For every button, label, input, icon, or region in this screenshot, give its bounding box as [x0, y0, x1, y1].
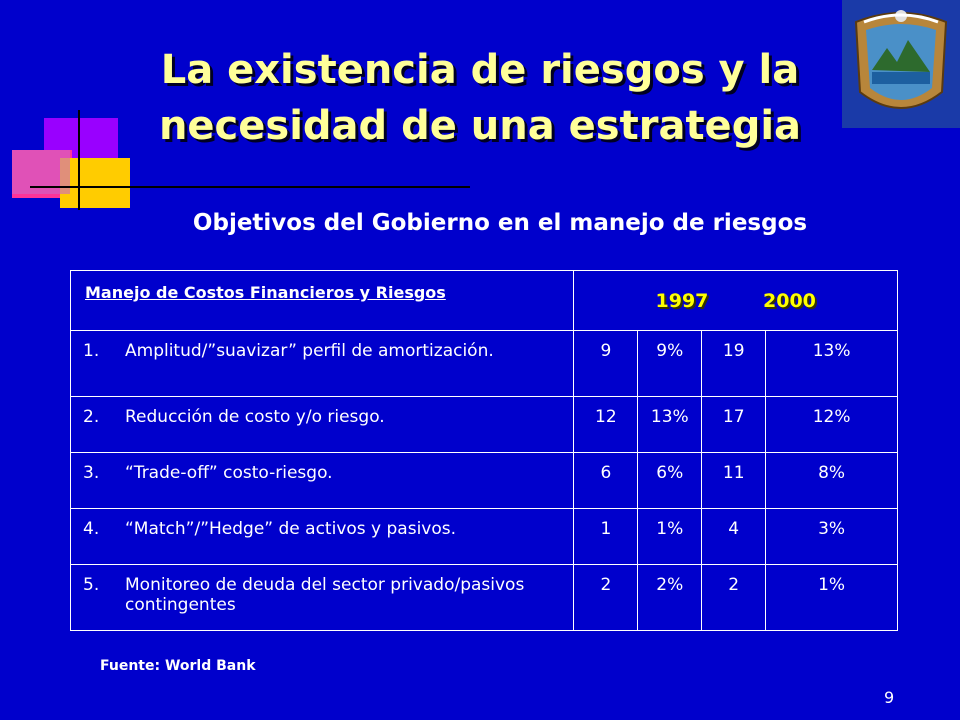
- table-header-years: 1997 2000: [573, 270, 898, 331]
- table-header-label: Manejo de Costos Financieros y Riesgos: [69, 270, 575, 331]
- cell-2000-pct: 8%: [765, 452, 898, 509]
- row-label: “Match”/”Hedge” de activos y pasivos.: [125, 519, 457, 539]
- year-1997: 1997: [655, 289, 709, 312]
- row-number: 5.: [83, 575, 100, 595]
- cell-1997-count: 2: [573, 564, 639, 631]
- table-row: 3. “Trade-off” costo-riesgo. 6 6% 11 8%: [69, 452, 898, 509]
- page-number: 9: [884, 688, 895, 707]
- row-label: “Trade-off” costo-riesgo.: [125, 463, 333, 483]
- row-label: Monitoreo de deuda del sector privado/pa…: [125, 575, 525, 615]
- decor-square-yellow: [60, 158, 130, 208]
- table-row: 1. Amplitud/”suavizar” perfil de amortiza…: [69, 330, 898, 397]
- coat-of-arms-icon: [842, 0, 960, 128]
- title-line-2: necesidad de una estrategia: [158, 103, 802, 149]
- table-header-row: Manejo de Costos Financieros y Riesgos 1…: [69, 270, 898, 331]
- row-label: Reducción de costo y/o riesgo.: [125, 407, 385, 427]
- cell-2000-count: 11: [701, 452, 767, 509]
- row-number: 4.: [83, 519, 100, 539]
- cell-1997-count: 9: [573, 330, 639, 397]
- row-number: 2.: [83, 407, 100, 427]
- cell-2000-pct: 3%: [765, 508, 898, 565]
- cell-1997-count: 12: [573, 396, 639, 453]
- table-row: 2. Reducción de costo y/o riesgo. 12 13% …: [69, 396, 898, 453]
- cell-2000-count: 2: [701, 564, 767, 631]
- cell-1997-pct: 6%: [637, 452, 703, 509]
- table-row: 5. Monitoreo de deuda del sector privado/…: [69, 564, 898, 631]
- title-line-1: La existencia de riesgos y la: [160, 47, 800, 93]
- slide-title: La existencia de riesgos y la necesidad …: [120, 42, 840, 154]
- cell-1997-pct: 1%: [637, 508, 703, 565]
- cell-1997-pct: 13%: [637, 396, 703, 453]
- table-row: 4. “Match”/”Hedge” de activos y pasivos. …: [69, 508, 898, 565]
- decor-line-horizontal: [30, 186, 470, 188]
- cell-1997-count: 1: [573, 508, 639, 565]
- row-label: Amplitud/”suavizar” perfil de amortizaci…: [125, 341, 494, 361]
- cell-2000-pct: 1%: [765, 564, 898, 631]
- slide-subtitle: Objetivos del Gobierno en el manejo de r…: [192, 210, 808, 236]
- decor-line-vertical: [78, 110, 80, 210]
- cell-2000-pct: 12%: [765, 396, 898, 453]
- cell-2000-count: 17: [701, 396, 767, 453]
- cell-1997-pct: 2%: [637, 564, 703, 631]
- cell-1997-pct: 9%: [637, 330, 703, 397]
- cell-1997-count: 6: [573, 452, 639, 509]
- cell-2000-count: 4: [701, 508, 767, 565]
- row-number: 3.: [83, 463, 100, 483]
- cell-2000-pct: 13%: [765, 330, 898, 397]
- year-2000: 2000: [763, 289, 816, 312]
- source-note: Fuente: World Bank: [100, 658, 256, 674]
- row-number: 1.: [83, 341, 100, 361]
- cell-2000-count: 19: [701, 330, 767, 397]
- risk-objectives-table: Manejo de Costos Financieros y Riesgos 1…: [69, 270, 898, 631]
